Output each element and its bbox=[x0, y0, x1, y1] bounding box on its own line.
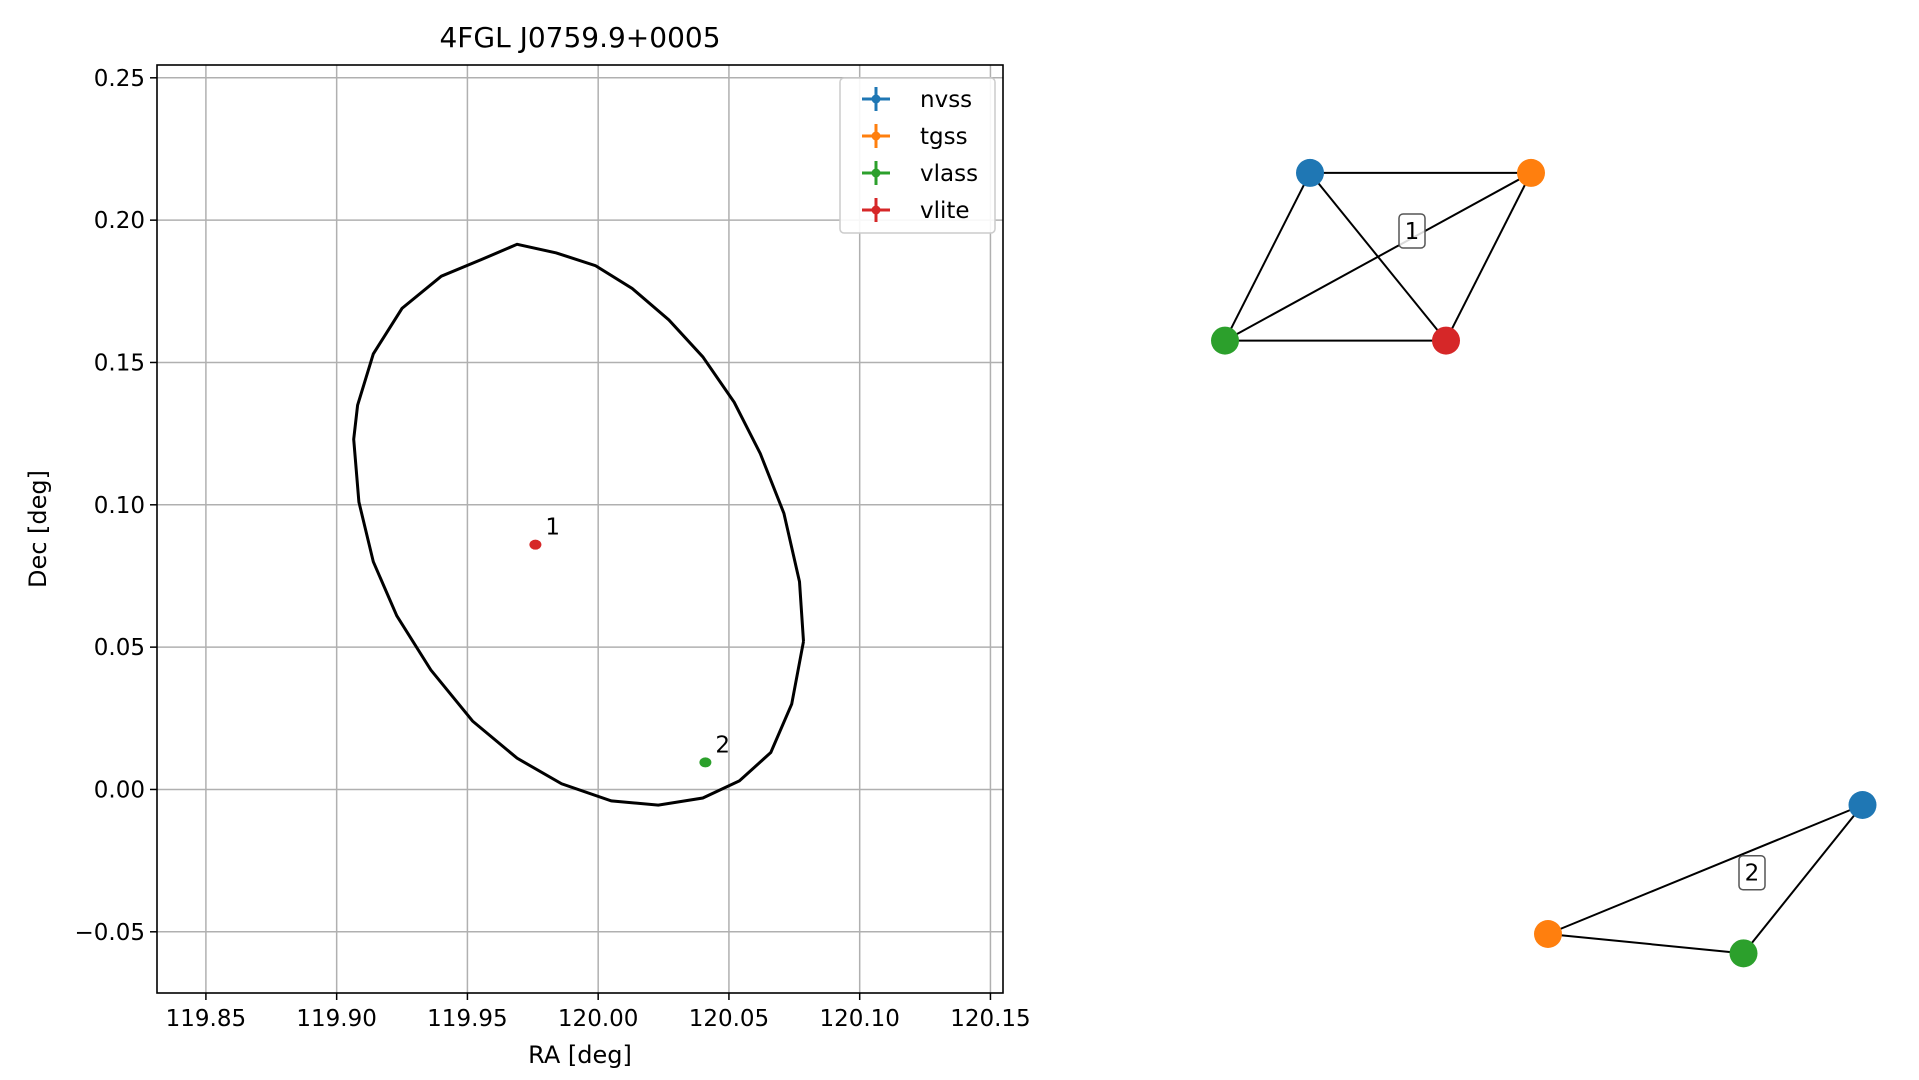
ellipse-outline bbox=[352, 242, 805, 807]
legend: nvss tgss vlass vlite bbox=[839, 77, 996, 234]
source-point-label: 2 bbox=[715, 732, 730, 758]
network-edge bbox=[1547, 933, 1744, 955]
legend-entry-vlass: vlass bbox=[862, 161, 978, 187]
legend-entry-nvss: nvss bbox=[862, 87, 972, 113]
legend-entry-vlite: vlite bbox=[862, 198, 970, 224]
scatter-panel: 4FGL J0759.9+0005 21 119.85 119.90 119.95 1… bbox=[24, 21, 1031, 1069]
network-edge bbox=[1547, 804, 1863, 935]
source-point-vlass bbox=[699, 757, 712, 768]
network-edge bbox=[1742, 804, 1864, 954]
localization-ellipse bbox=[352, 242, 805, 807]
plot-frame bbox=[156, 64, 1004, 994]
y-axis-ticks: −0.05 0.00 0.05 0.10 0.15 0.20 0.25 bbox=[75, 66, 157, 946]
cluster-label-box bbox=[1398, 213, 1426, 249]
legend-marker-dot bbox=[871, 94, 881, 104]
legend-label: vlite bbox=[920, 198, 970, 224]
network-node-c1-nvss bbox=[1296, 158, 1324, 187]
network-node-c2-vlass bbox=[1729, 939, 1758, 968]
legend-label: nvss bbox=[920, 87, 972, 113]
y-tick-label: 0.00 bbox=[94, 777, 145, 803]
x-tick-label: 120.10 bbox=[819, 1006, 899, 1032]
y-tick-label: 0.05 bbox=[94, 635, 145, 661]
network-edges bbox=[1224, 171, 1864, 955]
legend-marker-dot bbox=[871, 131, 881, 141]
x-tick-label: 119.85 bbox=[166, 1006, 246, 1032]
x-tick-label: 119.95 bbox=[427, 1006, 507, 1032]
network-node-c1-tgss bbox=[1517, 158, 1545, 187]
y-tick-label: 0.20 bbox=[94, 208, 145, 234]
x-tick-label: 119.90 bbox=[296, 1006, 376, 1032]
cluster-label-box bbox=[1738, 854, 1766, 891]
cluster-label-text: 2 bbox=[1745, 861, 1760, 887]
x-tick-label: 120.15 bbox=[950, 1006, 1030, 1032]
network-node-c1-vlite bbox=[1432, 326, 1460, 355]
cluster-label: 2 bbox=[1738, 854, 1766, 891]
chart-title: 4FGL J0759.9+0005 bbox=[439, 21, 720, 54]
x-axis-ticks: 119.85 119.90 119.95 120.00 120.05 120.10 120.… bbox=[166, 993, 1031, 1032]
legend-marker-dot bbox=[871, 168, 881, 178]
cluster-label-text: 1 bbox=[1405, 219, 1420, 245]
y-tick-label: 0.10 bbox=[94, 493, 145, 519]
source-points: 21 bbox=[529, 515, 730, 768]
legend-marker-dot bbox=[871, 205, 881, 215]
y-axis-label: Dec [deg] bbox=[24, 470, 52, 588]
y-tick-label: 0.15 bbox=[94, 350, 145, 376]
x-tick-label: 120.00 bbox=[558, 1006, 638, 1032]
legend-label: tgss bbox=[920, 124, 968, 150]
legend-label: vlass bbox=[920, 161, 978, 187]
network-node-c2-nvss bbox=[1848, 791, 1877, 819]
network-edge bbox=[1224, 172, 1311, 342]
x-axis-label: RA [deg] bbox=[528, 1041, 632, 1069]
network-nodes bbox=[1211, 158, 1877, 968]
network-edge bbox=[1224, 172, 1532, 342]
source-point-vlite bbox=[529, 539, 542, 550]
y-tick-label: 0.25 bbox=[94, 66, 145, 92]
network-node-c2-tgss bbox=[1534, 920, 1562, 948]
legend-box bbox=[839, 77, 996, 234]
legend-entry-tgss: tgss bbox=[862, 124, 968, 150]
network-panel: 12 bbox=[1211, 158, 1877, 968]
source-point-label: 1 bbox=[545, 515, 560, 541]
network-edge bbox=[1445, 172, 1532, 342]
network-node-c1-vlass bbox=[1211, 326, 1239, 355]
y-tick-label: −0.05 bbox=[75, 920, 145, 946]
x-tick-label: 120.05 bbox=[689, 1006, 769, 1032]
cluster-labels: 12 bbox=[1398, 213, 1766, 891]
cluster-label: 1 bbox=[1398, 213, 1426, 249]
